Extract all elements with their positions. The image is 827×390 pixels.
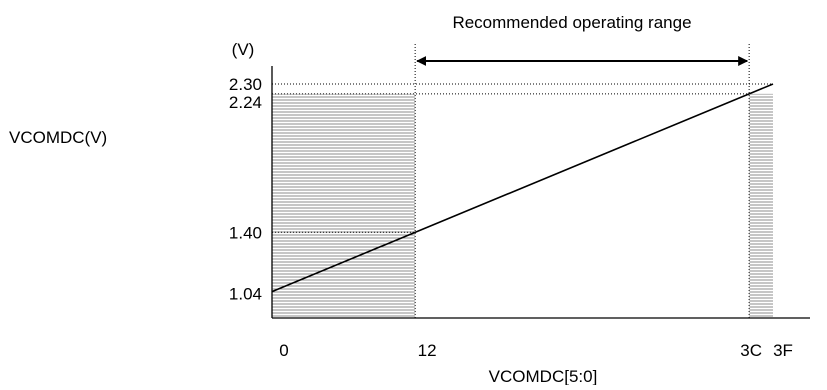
- axes: [271, 66, 810, 319]
- y-axis-unit: (V): [232, 40, 255, 59]
- reference-lines: [272, 44, 773, 318]
- series-layer: [271, 83, 774, 293]
- shaded-region-high: [749, 93, 773, 318]
- y-axis-title: VCOMDC(V): [9, 128, 107, 147]
- x-axis-title: VCOMDC[5:0]: [489, 367, 598, 385]
- x-tick-label: 0: [279, 341, 288, 360]
- shaded-region-low: [272, 93, 416, 318]
- out-of-range-shading: [272, 93, 773, 318]
- x-tick-label: 3F: [773, 341, 793, 360]
- y-tick-label: 1.40: [229, 223, 262, 242]
- range-annotation-label: Recommended operating range: [452, 13, 691, 32]
- x-tick-label: 12: [418, 341, 437, 360]
- y-tick-label: 1.04: [229, 285, 262, 304]
- y-tick-labels: 2.302.24 1.40 1.04: [229, 75, 262, 304]
- x-tick-labels: 0 12 3C 3F: [279, 341, 793, 360]
- y-tick-label: 2.30: [229, 75, 262, 94]
- y-tick-label: 2.24: [229, 93, 262, 112]
- x-tick-label: 3C: [740, 341, 762, 360]
- vcomdc-line: [271, 83, 774, 293]
